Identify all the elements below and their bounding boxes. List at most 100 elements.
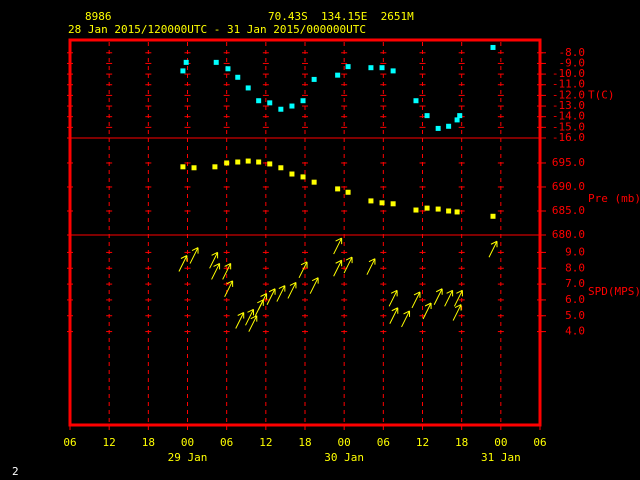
data-point: [368, 198, 374, 204]
y-tick-label: 5.0: [565, 309, 585, 322]
y-tick-label: 7.0: [565, 277, 585, 290]
wind-arrow: [333, 259, 343, 277]
data-point: [457, 113, 463, 119]
data-point: [413, 207, 419, 213]
station-id: 8986: [85, 10, 112, 23]
y-tick-label: -8.0: [559, 46, 586, 59]
wind-arrow: [422, 302, 432, 320]
data-point: [435, 206, 441, 212]
data-point: [311, 179, 317, 185]
data-point: [212, 164, 218, 170]
data-point: [300, 174, 306, 180]
data-point: [235, 159, 241, 165]
y-tick-label: 4.0: [565, 325, 585, 338]
wind-arrow: [389, 307, 399, 324]
data-point: [256, 159, 262, 165]
data-point: [191, 165, 197, 171]
data-point: [446, 208, 452, 214]
data-point: [345, 64, 351, 70]
data-point: [213, 59, 219, 65]
wind-arrow: [276, 285, 286, 302]
data-point: [454, 209, 460, 215]
x-tick-label: 06: [220, 436, 233, 449]
data-point: [413, 98, 419, 104]
wind-arrow: [411, 291, 421, 309]
y-tick-label: 6.0: [565, 293, 585, 306]
y-axis-label: Pre (mb): [588, 192, 640, 205]
y-tick-label: -11.0: [552, 78, 585, 91]
y-tick-label: -12.0: [552, 88, 585, 101]
x-tick-label: 18: [142, 436, 155, 449]
data-point: [379, 200, 385, 206]
page-number: 2: [12, 465, 19, 478]
time-period: 28 Jan 2015/120000UTC - 31 Jan 2015/0000…: [68, 23, 366, 36]
x-tick-label: 12: [416, 436, 429, 449]
y-tick-label: 685.0: [552, 204, 585, 217]
data-point: [256, 98, 262, 104]
data-point: [183, 59, 189, 65]
station-location: 70.43S 134.15E 2651M: [268, 10, 414, 23]
wind-arrow: [287, 281, 297, 299]
data-point: [311, 76, 317, 82]
wind-arrow: [189, 247, 199, 264]
y-tick-label: 690.0: [552, 180, 585, 193]
data-point: [289, 103, 295, 109]
wind-arrow: [343, 256, 353, 274]
data-point: [390, 68, 396, 74]
data-point: [424, 113, 430, 119]
data-point: [446, 123, 452, 129]
wind-arrow: [333, 237, 343, 255]
wind-arrow: [366, 258, 376, 275]
data-point: [490, 213, 496, 219]
wind-arrow: [488, 240, 498, 258]
x-tick-label: 18: [298, 436, 311, 449]
data-point: [267, 100, 273, 106]
wind-arrow: [211, 262, 221, 280]
data-point: [245, 158, 251, 164]
y-tick-label: -16.0: [552, 131, 585, 144]
data-point: [390, 201, 396, 207]
x-date-label: 30 Jan: [324, 451, 364, 464]
y-tick-label: 680.0: [552, 228, 585, 241]
y-tick-label: 8.0: [565, 261, 585, 274]
data-point: [224, 160, 230, 166]
y-tick-label: -13.0: [552, 99, 585, 112]
wind-arrow: [222, 262, 232, 280]
wind-arrow: [388, 289, 398, 307]
wind-arrow: [224, 280, 234, 298]
y-tick-label: -10.0: [552, 67, 585, 80]
data-point: [225, 66, 231, 72]
data-point: [345, 189, 351, 195]
wind-arrow: [248, 315, 258, 332]
x-date-label: 29 Jan: [168, 451, 208, 464]
wind-arrow: [245, 308, 255, 326]
wind-arrow: [433, 288, 443, 305]
wind-arrow: [444, 289, 454, 307]
y-axis-label: T(C): [588, 88, 615, 101]
x-tick-label: 12: [259, 436, 272, 449]
x-tick-label: 18: [455, 436, 468, 449]
data-point: [379, 65, 385, 71]
data-point: [235, 74, 241, 80]
x-tick-label: 00: [494, 436, 507, 449]
data-point: [180, 68, 186, 74]
wind-arrow: [266, 288, 276, 305]
data-point: [368, 65, 374, 71]
wind-arrow: [452, 304, 462, 321]
x-date-label: 31 Jan: [481, 451, 521, 464]
data-point: [180, 164, 186, 170]
data-point: [424, 205, 430, 211]
data-point: [278, 165, 284, 171]
data-point: [278, 106, 284, 112]
wind-arrow: [309, 277, 319, 294]
x-tick-label: 12: [103, 436, 116, 449]
y-axis-label: SPD(MPS): [588, 285, 640, 298]
x-tick-label: 00: [181, 436, 194, 449]
data-point: [490, 44, 496, 50]
x-tick-label: 00: [338, 436, 351, 449]
wind-arrow: [453, 289, 463, 307]
y-tick-label: -15.0: [552, 120, 585, 133]
data-point: [454, 117, 460, 123]
x-tick-label: 06: [377, 436, 390, 449]
